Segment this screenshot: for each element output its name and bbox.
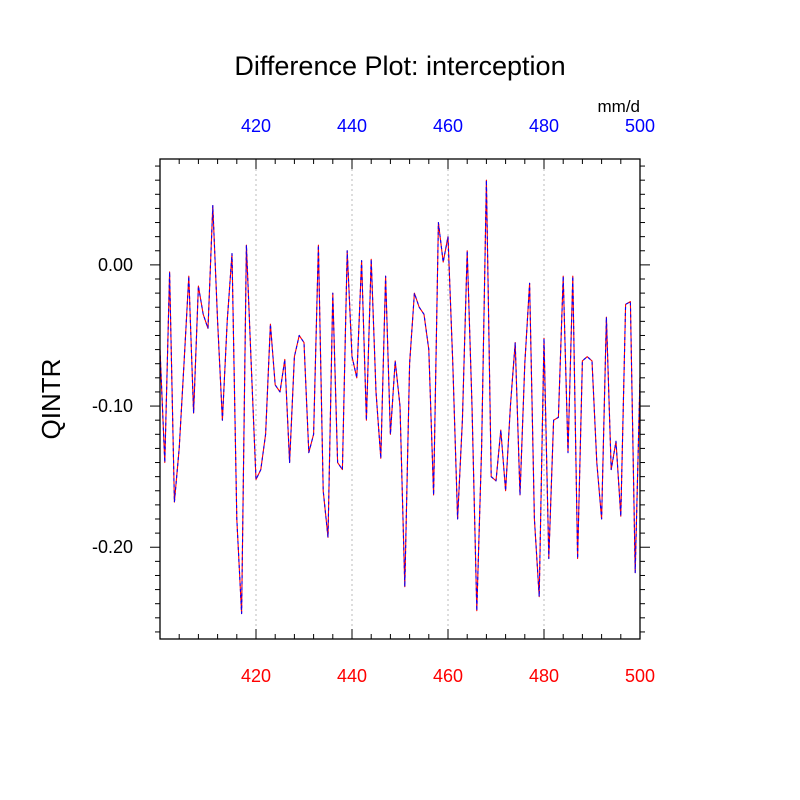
y-tick-label: 0.00 xyxy=(98,255,133,275)
x-tick-label-top: 500 xyxy=(625,116,655,136)
tick-labels: 420 420 440 440 460 460 480 480 500 500 0.00 -0.10 -… xyxy=(92,116,655,686)
x-tick-label-top: 480 xyxy=(529,116,559,136)
units-label: mm/d xyxy=(598,97,641,116)
x-tick-label-bottom: 420 xyxy=(241,666,271,686)
x-tick-label-top: 420 xyxy=(241,116,271,136)
x-tick-label-bottom: 440 xyxy=(337,666,367,686)
chart-title: Difference Plot: interception xyxy=(234,51,565,81)
series-line-case xyxy=(159,179,641,615)
x-tick-label-bottom: 480 xyxy=(529,666,559,686)
y-tick-label: -0.10 xyxy=(92,396,133,416)
y-axis-label: QINTR xyxy=(36,359,66,440)
plot-area xyxy=(159,179,641,615)
x-tick-label-top: 440 xyxy=(337,116,367,136)
series-line-control xyxy=(159,179,641,615)
x-tick-label-bottom: 500 xyxy=(625,666,655,686)
axis-ticks xyxy=(150,159,650,639)
plot-frame xyxy=(159,158,641,640)
x-tick-label-bottom: 460 xyxy=(433,666,463,686)
grid xyxy=(255,159,545,639)
y-tick-label: -0.20 xyxy=(92,537,133,557)
x-tick-label-top: 460 xyxy=(433,116,463,136)
